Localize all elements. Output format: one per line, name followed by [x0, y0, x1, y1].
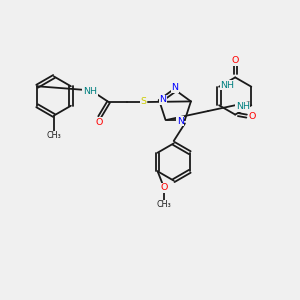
Text: N: N: [171, 83, 178, 92]
Text: CH₃: CH₃: [46, 131, 62, 140]
Text: S: S: [141, 98, 147, 106]
Text: NH: NH: [236, 102, 250, 111]
Text: N: N: [177, 117, 184, 126]
Text: CH₃: CH₃: [157, 200, 172, 209]
Text: O: O: [160, 183, 168, 192]
Text: NH: NH: [220, 81, 235, 90]
Text: O: O: [249, 112, 256, 121]
Text: NH: NH: [83, 87, 97, 96]
Text: O: O: [96, 118, 103, 127]
Text: N: N: [160, 95, 167, 104]
Text: O: O: [232, 56, 239, 65]
